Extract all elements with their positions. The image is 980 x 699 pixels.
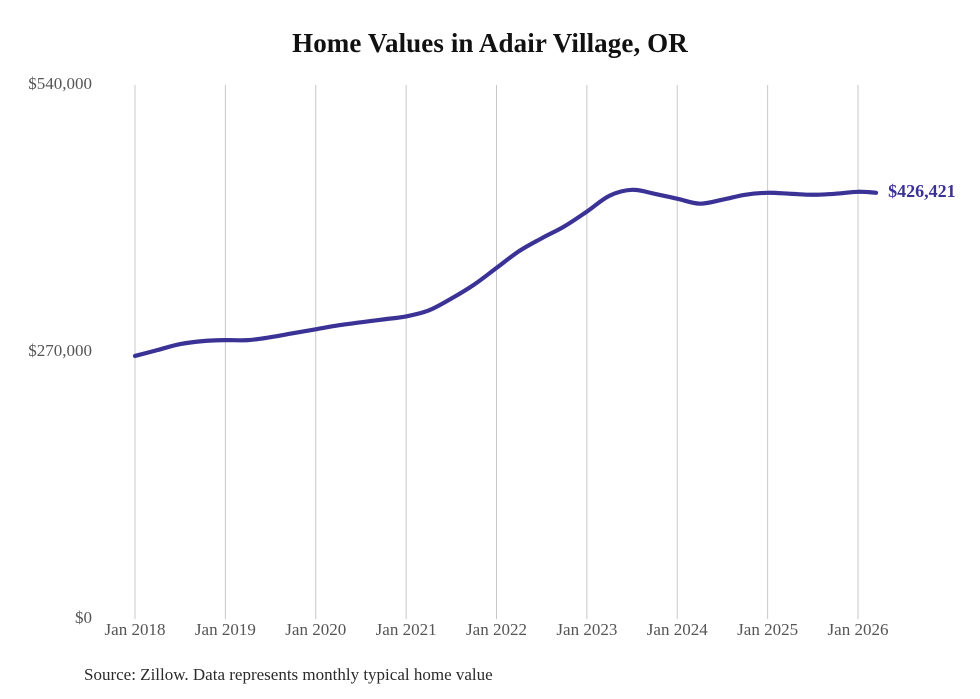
x-tick-label: Jan 2025	[737, 620, 799, 639]
y-tick-label: $270,000	[28, 341, 92, 360]
vertical-gridlines	[134, 85, 859, 619]
x-tick-label: Jan 2022	[466, 620, 527, 639]
chart-title: Home Values in Adair Village, OR	[292, 28, 688, 58]
x-tick-label: Jan 2021	[375, 620, 437, 639]
x-tick-label: Jan 2018	[104, 620, 166, 639]
x-tick-label: Jan 2023	[556, 620, 618, 639]
x-tick-label: Jan 2020	[285, 620, 347, 639]
y-tick-label: $0	[75, 608, 92, 627]
x-tick-label: Jan 2024	[646, 620, 708, 639]
home-value-line-series	[132, 187, 879, 359]
source-note: Source: Zillow. Data represents monthly …	[84, 665, 493, 684]
end-value-label: $426,421	[888, 180, 956, 201]
y-tick-label: $540,000	[28, 74, 92, 93]
x-tick-label: Jan 2019	[194, 620, 256, 639]
x-tick-label: Jan 2026	[827, 620, 889, 639]
